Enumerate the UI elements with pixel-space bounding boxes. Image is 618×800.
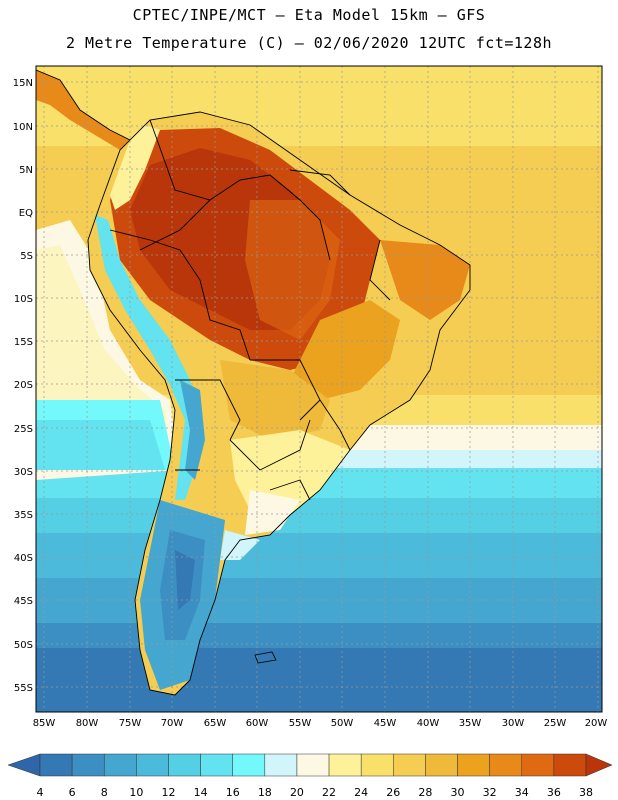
colorbar-label: 14 xyxy=(194,786,208,799)
colorbar-label: 12 xyxy=(161,786,175,799)
colorbar-swatch xyxy=(232,753,266,777)
lon-label: 60W xyxy=(246,718,269,729)
lon-label: 75W xyxy=(119,718,142,729)
lon-label: 40W xyxy=(417,718,440,729)
lat-label: EQ xyxy=(19,208,33,219)
lon-label: 85W xyxy=(33,718,56,729)
colorbar-swatch xyxy=(360,753,394,777)
colorbar-swatch xyxy=(393,753,426,777)
lat-label: 15N xyxy=(13,78,33,89)
colorbar-swatch xyxy=(136,753,169,777)
colorbar-label: 24 xyxy=(354,786,368,799)
colorbar-swatch xyxy=(200,753,233,777)
colorbar-label: 8 xyxy=(101,786,108,799)
colorbar-swatch xyxy=(296,753,330,777)
colorbar-swatch xyxy=(168,753,201,777)
colorbar-arrow-low xyxy=(7,753,41,777)
lat-label: 40S xyxy=(14,553,33,564)
colorbar-label: 16 xyxy=(226,786,240,799)
colorbar-swatch xyxy=(103,753,137,777)
colorbar-swatch xyxy=(457,753,490,777)
lon-label: 55W xyxy=(289,718,312,729)
lon-label: 35W xyxy=(459,718,482,729)
lon-label: 50W xyxy=(331,718,354,729)
lat-label: 30S xyxy=(14,467,33,478)
colorbar-label: 36 xyxy=(547,786,561,799)
colorbar-label: 38 xyxy=(579,786,593,799)
lon-label: 30W xyxy=(502,718,525,729)
colorbar-label: 6 xyxy=(69,786,76,799)
colorbar-label: 28 xyxy=(418,786,432,799)
colorbar-label: 4 xyxy=(37,786,44,799)
colorbar-swatch xyxy=(328,753,362,777)
map-title: CPTEC/INPE/MCT – Eta Model 15km – GFS xyxy=(132,6,486,24)
colorbar-swatch xyxy=(425,753,458,777)
color-legend: 4 6 8 10 12 14 16 18 20 22 24 26 28 30 32 34 36 38 xyxy=(7,753,613,799)
lat-label: 10S xyxy=(14,294,33,305)
lat-label: 15S xyxy=(14,337,33,348)
colorbar-arrow-high xyxy=(585,753,613,777)
lat-label: 5S xyxy=(20,251,33,262)
colorbar-swatch xyxy=(489,753,523,777)
lon-label: 20W xyxy=(585,718,608,729)
latitude-axis: 15N 10N 5N EQ 5S 10S 15S 20S 25S 30S 35S… xyxy=(13,78,33,694)
lon-label: 70W xyxy=(161,718,184,729)
lat-label: 35S xyxy=(14,510,33,521)
colorbar-label: 32 xyxy=(483,786,497,799)
lat-label: 10N xyxy=(13,122,33,133)
lon-label: 65W xyxy=(204,718,227,729)
lon-label: 80W xyxy=(76,718,99,729)
lat-label: 45S xyxy=(14,596,33,607)
colorbar-swatch xyxy=(39,753,73,777)
temperature-field xyxy=(36,66,602,712)
country-borders xyxy=(36,69,471,696)
lon-label: 25W xyxy=(544,718,567,729)
colorbar-swatch xyxy=(521,753,555,777)
lon-label: 45W xyxy=(374,718,397,729)
colorbar-label: 34 xyxy=(515,786,529,799)
colorbar-swatch xyxy=(71,753,105,777)
lat-label: 20S xyxy=(14,380,33,391)
colorbar-label: 10 xyxy=(129,786,143,799)
lat-label: 5N xyxy=(19,165,33,176)
colorbar-label: 18 xyxy=(258,786,272,799)
falkland-islands xyxy=(254,651,277,664)
colorbar-swatch xyxy=(553,753,587,777)
colorbar-label: 22 xyxy=(322,786,336,799)
colorbar-swatch xyxy=(264,753,298,777)
map-subtitle: 2 Metre Temperature (C) – 02/06/2020 12U… xyxy=(65,34,553,52)
graticule xyxy=(36,66,602,712)
map-frame xyxy=(35,65,603,713)
colorbar-label: 30 xyxy=(451,786,465,799)
lat-label: 55S xyxy=(14,683,33,694)
lat-label: 50S xyxy=(14,640,33,651)
longitude-axis: 85W 80W 75W 70W 65W 60W 55W 50W 45W 40W … xyxy=(33,718,608,729)
lat-label: 25S xyxy=(14,424,33,435)
colorbar-label: 26 xyxy=(386,786,400,799)
colorbar-label: 20 xyxy=(290,786,304,799)
